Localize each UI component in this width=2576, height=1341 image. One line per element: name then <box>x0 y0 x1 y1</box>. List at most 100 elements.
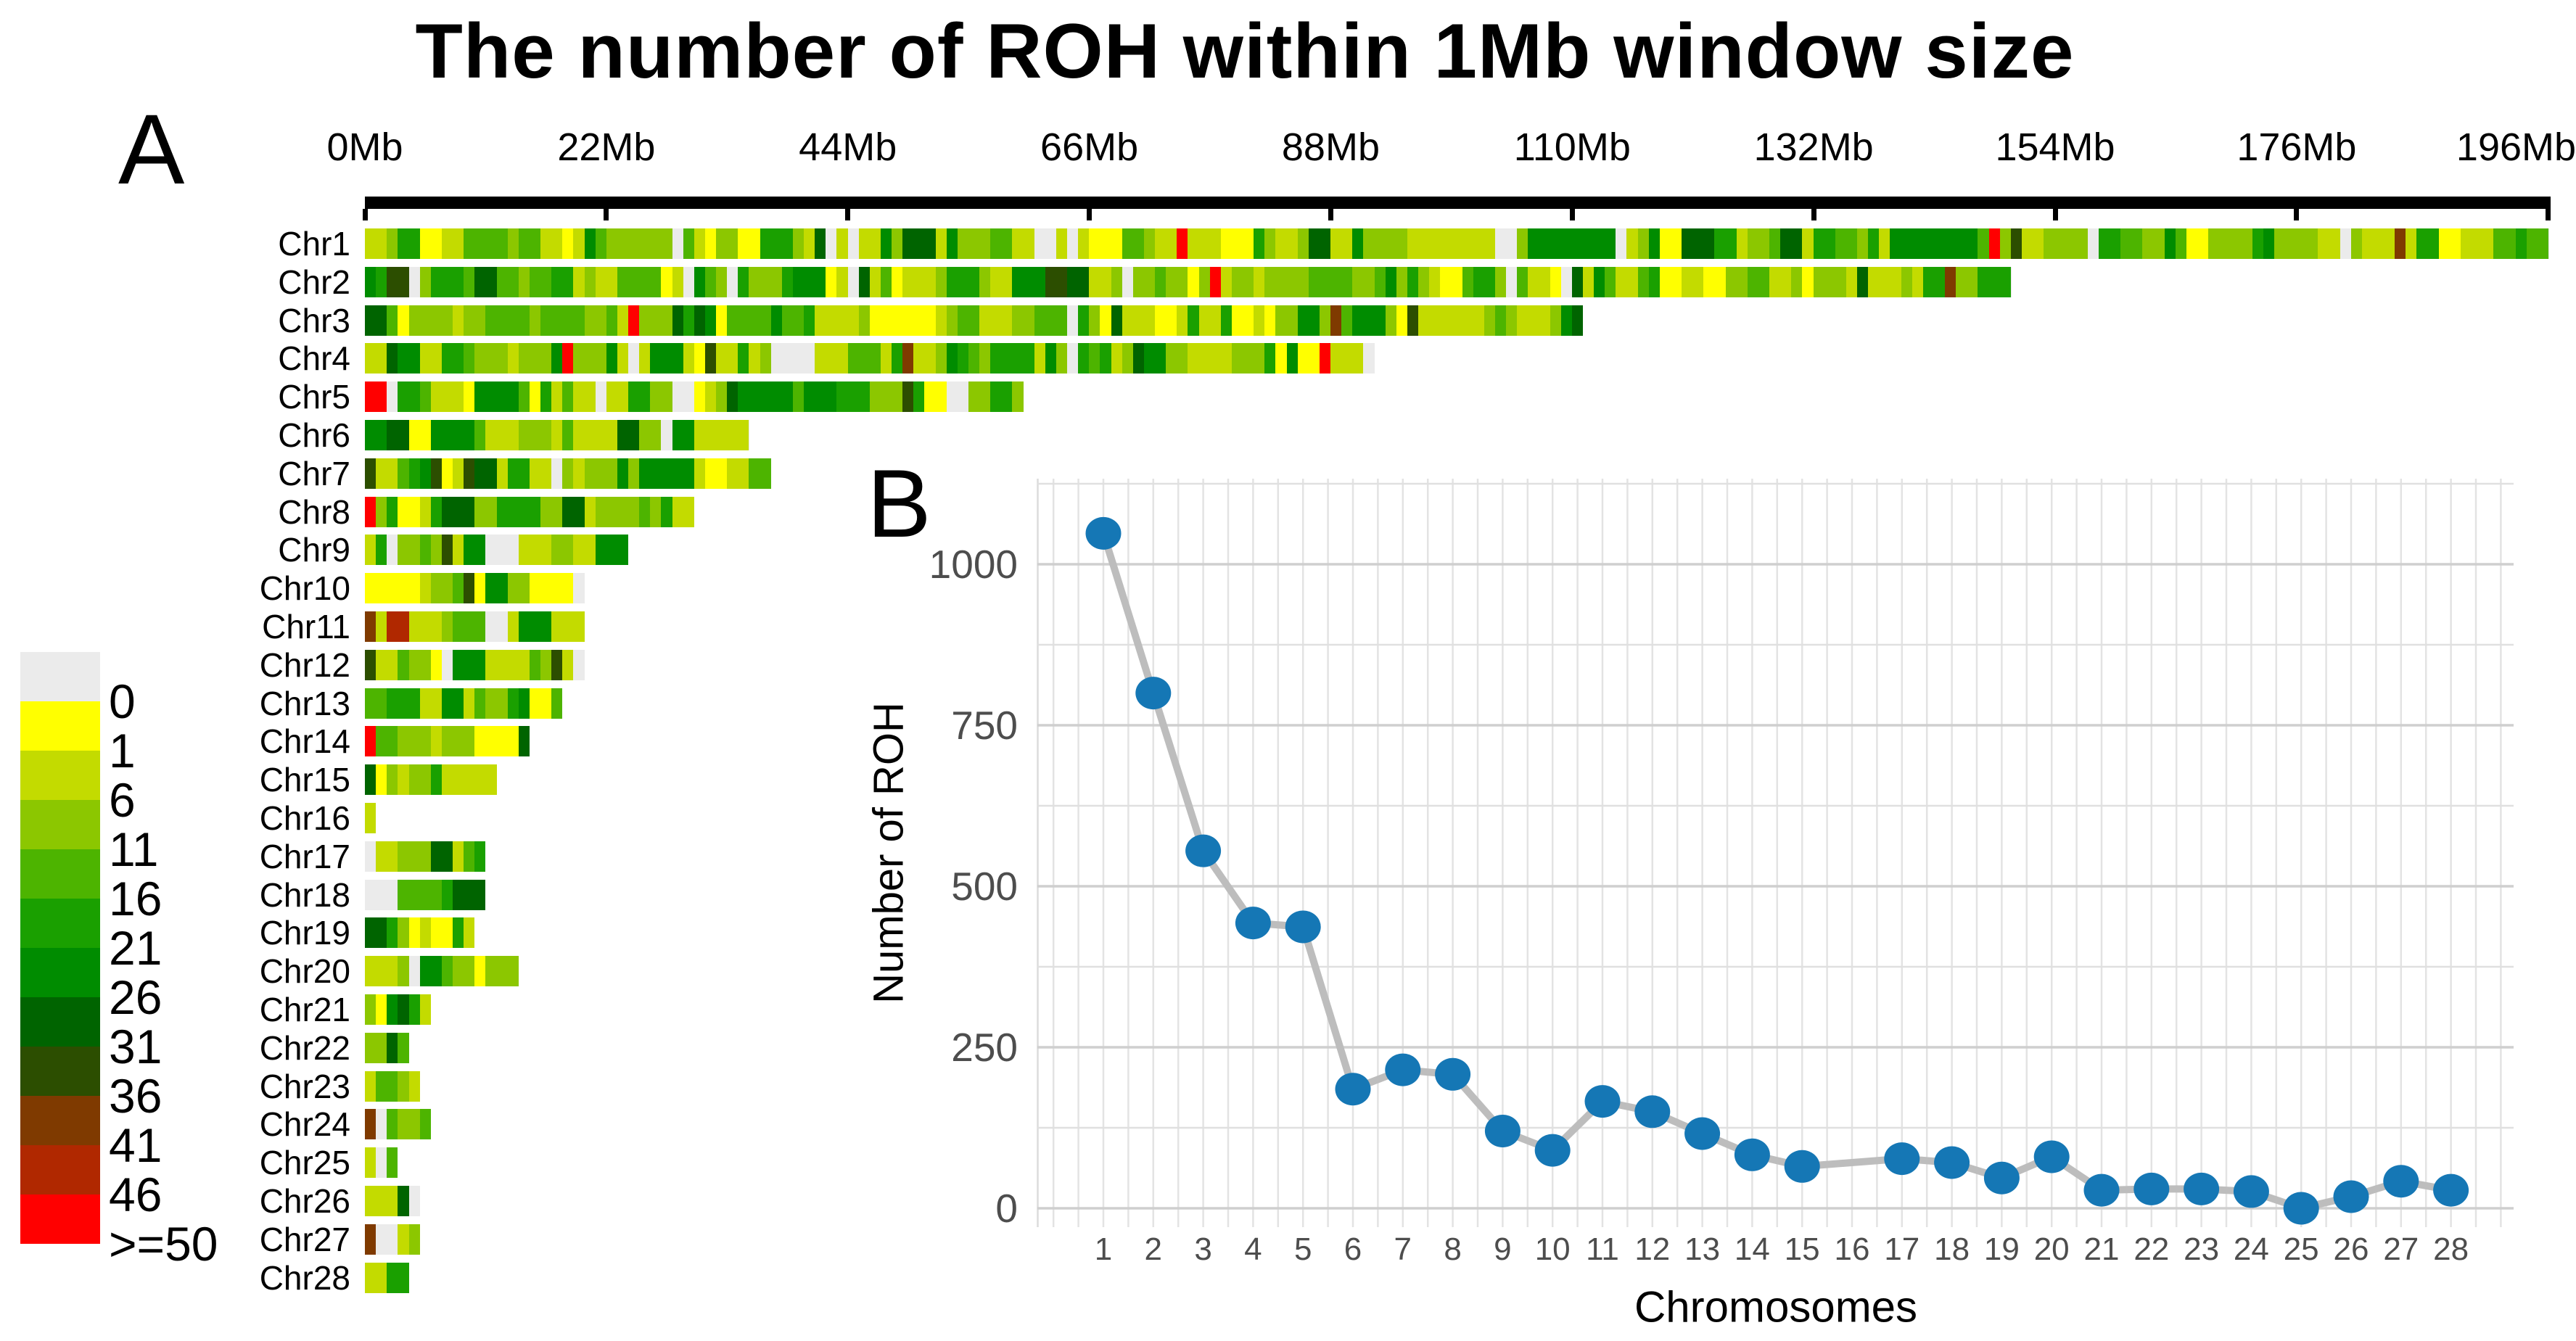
roh-window-segment <box>419 726 431 757</box>
roh-window-segment <box>869 305 881 336</box>
roh-window-segment <box>1055 343 1067 374</box>
roh-window-segment <box>387 1224 398 1255</box>
roh-window-segment <box>376 228 387 259</box>
roh-window-segment <box>1670 228 1682 259</box>
x-axis-tick-label: 21 <box>2083 1231 2120 1267</box>
roh-window-segment <box>1111 266 1122 297</box>
roh-window-segment <box>573 343 585 374</box>
roh-window-segment <box>376 266 387 297</box>
roh-window-segment <box>1330 266 1342 297</box>
roh-window-segment <box>419 879 431 910</box>
legend-bin-label: 16 <box>109 872 162 925</box>
roh-window-segment <box>639 381 651 413</box>
chromosome-label: Chr2 <box>278 263 350 301</box>
roh-window-segment <box>628 458 640 489</box>
roh-window-segment <box>1396 266 1407 297</box>
roh-window-segment <box>430 611 442 642</box>
roh-window-segment <box>935 228 947 259</box>
roh-window-segment <box>430 305 442 336</box>
mb-axis-bar <box>365 197 2551 209</box>
roh-window-segment <box>1528 266 1539 297</box>
roh-window-segment <box>2208 228 2220 259</box>
roh-window-segment <box>847 305 859 336</box>
roh-window-segment <box>1231 228 1243 259</box>
roh-window-segment <box>430 764 442 796</box>
roh-window-segment <box>518 228 530 259</box>
roh-window-segment <box>464 956 475 987</box>
roh-window-segment <box>738 458 749 489</box>
roh-window-segment <box>617 420 628 450</box>
chromosome-label: Chr3 <box>278 301 350 339</box>
roh-window-segment <box>1220 343 1232 374</box>
roh-window-segment <box>1363 305 1375 336</box>
roh-window-segment <box>1736 228 1748 259</box>
roh-window-segment <box>398 420 409 450</box>
roh-window-segment <box>661 266 672 297</box>
y-axis-tick-label: 500 <box>951 864 1018 909</box>
mb-axis-tick <box>1087 209 1092 220</box>
roh-window-segment <box>1451 266 1462 297</box>
roh-window-segment <box>1912 228 1923 259</box>
roh-window-segment <box>430 841 442 872</box>
mb-axis-tick <box>1569 209 1575 220</box>
roh-window-segment <box>365 1224 376 1255</box>
roh-window-segment <box>1648 228 1660 259</box>
roh-window-segment <box>672 228 683 259</box>
legend-color-band <box>20 751 100 800</box>
roh-window-segment <box>935 343 947 374</box>
roh-window-segment <box>704 420 716 450</box>
roh-window-segment <box>1254 266 1265 297</box>
roh-window-segment <box>529 305 540 336</box>
roh-window-segment <box>453 573 464 604</box>
x-axis-tick-label: 2 <box>1144 1231 1163 1267</box>
roh-window-segment <box>1023 228 1034 259</box>
roh-window-segment <box>661 343 672 374</box>
roh-window-segment <box>507 726 519 757</box>
roh-window-segment <box>496 305 508 336</box>
roh-window-segment <box>464 917 475 949</box>
roh-window-segment <box>892 381 903 413</box>
roh-window-segment <box>540 343 552 374</box>
legend-bin-label: 36 <box>109 1069 162 1123</box>
roh-data-point-chr10 <box>1534 1134 1571 1167</box>
roh-window-segment <box>408 535 420 566</box>
roh-window-segment <box>453 917 464 949</box>
chromosome-roh-bar <box>365 496 694 527</box>
roh-window-segment <box>1571 228 1583 259</box>
roh-window-segment <box>507 458 519 489</box>
roh-window-segment <box>792 343 804 374</box>
roh-window-segment <box>1999 266 2011 297</box>
roh-window-segment <box>419 573 431 604</box>
x-axis-tick-label: 11 <box>1586 1231 1619 1267</box>
roh-window-segment <box>387 343 398 374</box>
roh-window-segment <box>464 879 475 910</box>
roh-window-segment <box>518 688 530 719</box>
roh-window-segment <box>453 764 464 796</box>
chromosome-roh-bar <box>365 956 519 987</box>
roh-window-segment <box>2109 228 2120 259</box>
roh-window-segment <box>507 266 519 297</box>
roh-window-segment <box>902 381 914 413</box>
roh-window-segment <box>464 688 475 719</box>
roh-window-segment <box>617 496 628 527</box>
roh-window-segment <box>2033 228 2044 259</box>
roh-window-segment <box>464 458 475 489</box>
roh-window-segment <box>419 994 431 1025</box>
roh-window-segment <box>639 496 651 527</box>
roh-window-segment <box>441 573 453 604</box>
roh-window-segment <box>365 688 376 719</box>
mb-axis-tick-label: 154Mb <box>1995 125 2115 169</box>
chromosome-label: Chr13 <box>259 684 350 722</box>
roh-window-segment <box>1012 266 1024 297</box>
roh-window-segment <box>760 381 771 413</box>
roh-window-segment <box>540 305 552 336</box>
roh-window-segment <box>957 305 968 336</box>
roh-window-segment <box>1231 266 1243 297</box>
roh-window-segment <box>1539 228 1550 259</box>
roh-window-segment <box>551 649 563 680</box>
roh-window-segment <box>1824 266 1835 297</box>
roh-window-segment <box>1264 343 1276 374</box>
x-axis-tick-label: 26 <box>2333 1231 2369 1267</box>
roh-window-segment <box>2515 228 2527 259</box>
roh-data-point-chr17 <box>1884 1142 1920 1176</box>
